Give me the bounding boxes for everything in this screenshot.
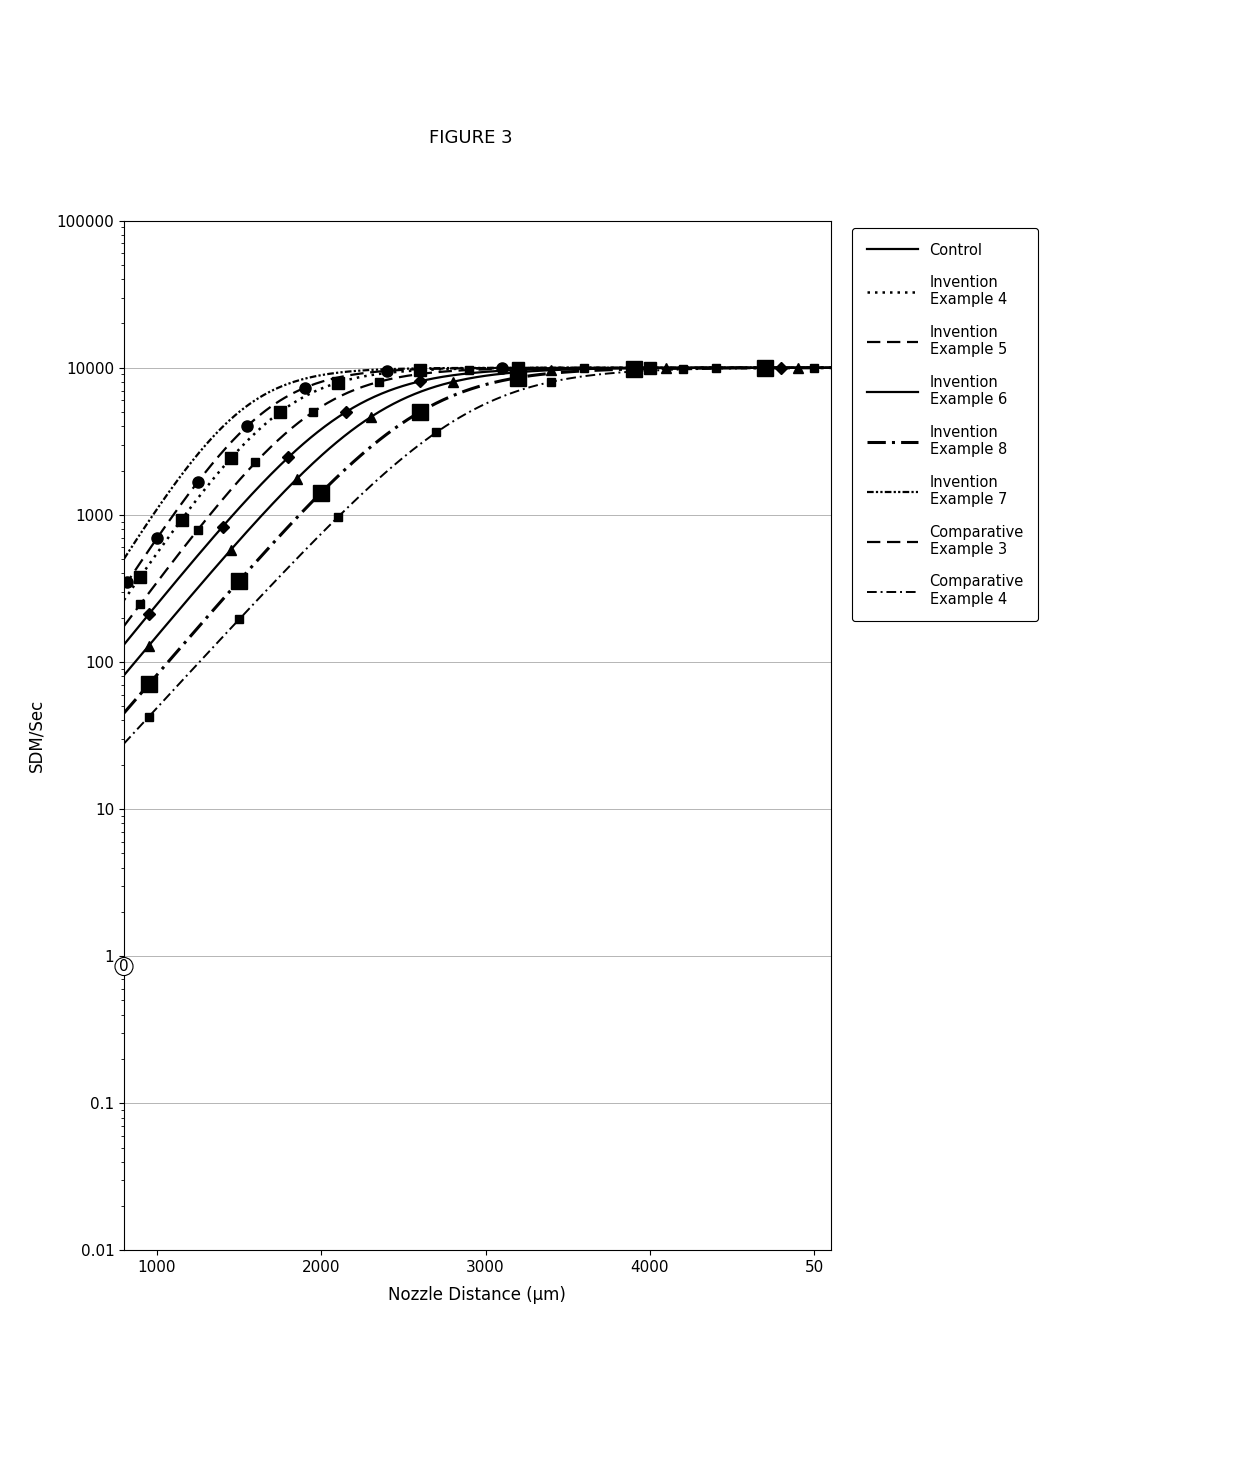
Line: Invention
Example 7: Invention Example 7 bbox=[124, 368, 831, 559]
Invention
Example 6 bbox=[117, 666, 131, 684]
Invention
Example 4 bbox=[119, 588, 134, 606]
Invention
Example 8 bbox=[549, 363, 564, 381]
Comparative
Example 4 bbox=[534, 375, 549, 393]
Invention
Example 8 bbox=[758, 359, 773, 377]
Invention
Example 5 bbox=[549, 359, 564, 377]
Invention
Example 5 bbox=[534, 359, 549, 377]
Invention
Example 4 bbox=[537, 359, 552, 377]
Line: Invention
Example 5: Invention Example 5 bbox=[124, 368, 831, 627]
Invention
Example 6 bbox=[534, 362, 549, 380]
Invention
Example 7 bbox=[117, 550, 131, 568]
Invention
Example 6 bbox=[823, 359, 838, 377]
Comparative
Example 4 bbox=[117, 734, 131, 752]
Comparative
Example 4 bbox=[712, 360, 727, 378]
Invention
Example 4 bbox=[534, 359, 549, 377]
Y-axis label: SDM/Sec: SDM/Sec bbox=[27, 699, 46, 772]
Legend: Control, Invention
Example 4, Invention
Example 5, Invention
Example 6, Inventio: Control, Invention Example 4, Invention … bbox=[852, 228, 1038, 621]
Invention
Example 5 bbox=[117, 618, 131, 635]
Invention
Example 6 bbox=[758, 359, 773, 377]
Comparative
Example 4 bbox=[537, 375, 552, 393]
Text: 0: 0 bbox=[119, 959, 129, 974]
Comparative
Example 3 bbox=[549, 359, 564, 377]
Invention
Example 5 bbox=[537, 359, 552, 377]
Invention
Example 7 bbox=[537, 359, 552, 377]
Comparative
Example 4 bbox=[119, 733, 134, 750]
X-axis label: Nozzle Distance (μm): Nozzle Distance (μm) bbox=[388, 1286, 567, 1305]
Line: Invention
Example 8: Invention Example 8 bbox=[124, 368, 831, 713]
Invention
Example 5 bbox=[712, 359, 727, 377]
Line: Comparative
Example 3: Comparative Example 3 bbox=[124, 368, 831, 587]
Comparative
Example 3 bbox=[534, 359, 549, 377]
Comparative
Example 3 bbox=[758, 359, 773, 377]
Comparative
Example 3 bbox=[537, 359, 552, 377]
Comparative
Example 4 bbox=[758, 359, 773, 377]
Control bbox=[119, 633, 134, 650]
Invention
Example 8 bbox=[117, 705, 131, 722]
Invention
Example 7 bbox=[534, 359, 549, 377]
Invention
Example 7 bbox=[549, 359, 564, 377]
Invention
Example 5 bbox=[823, 359, 838, 377]
Line: Invention
Example 6: Invention Example 6 bbox=[124, 368, 831, 675]
Invention
Example 4 bbox=[758, 359, 773, 377]
Invention
Example 6 bbox=[712, 359, 727, 377]
Invention
Example 8 bbox=[119, 702, 134, 719]
Control bbox=[549, 360, 564, 378]
Invention
Example 8 bbox=[712, 359, 727, 377]
Comparative
Example 3 bbox=[823, 359, 838, 377]
Comparative
Example 4 bbox=[549, 372, 564, 390]
Invention
Example 4 bbox=[117, 591, 131, 609]
Comparative
Example 4 bbox=[823, 359, 838, 377]
Invention
Example 8 bbox=[537, 365, 552, 382]
Line: Comparative
Example 4: Comparative Example 4 bbox=[124, 368, 831, 743]
Invention
Example 6 bbox=[549, 360, 564, 378]
Invention
Example 4 bbox=[712, 359, 727, 377]
Comparative
Example 3 bbox=[117, 578, 131, 596]
Invention
Example 7 bbox=[712, 359, 727, 377]
Comparative
Example 3 bbox=[119, 575, 134, 593]
Comparative
Example 3 bbox=[712, 359, 727, 377]
Text: FIGURE 3: FIGURE 3 bbox=[429, 129, 513, 147]
Invention
Example 6 bbox=[119, 663, 134, 681]
Control bbox=[117, 635, 131, 653]
Line: Control: Control bbox=[124, 368, 831, 644]
Control bbox=[712, 359, 727, 377]
Invention
Example 5 bbox=[758, 359, 773, 377]
Line: Invention
Example 4: Invention Example 4 bbox=[124, 368, 831, 600]
Invention
Example 7 bbox=[823, 359, 838, 377]
Control bbox=[537, 360, 552, 378]
Control bbox=[758, 359, 773, 377]
Control bbox=[534, 360, 549, 378]
Invention
Example 5 bbox=[119, 613, 134, 631]
Invention
Example 8 bbox=[534, 365, 549, 382]
Control bbox=[823, 359, 838, 377]
Invention
Example 4 bbox=[549, 359, 564, 377]
Invention
Example 4 bbox=[823, 359, 838, 377]
Invention
Example 8 bbox=[823, 359, 838, 377]
Invention
Example 7 bbox=[758, 359, 773, 377]
Invention
Example 7 bbox=[119, 546, 134, 563]
Invention
Example 6 bbox=[537, 362, 552, 380]
